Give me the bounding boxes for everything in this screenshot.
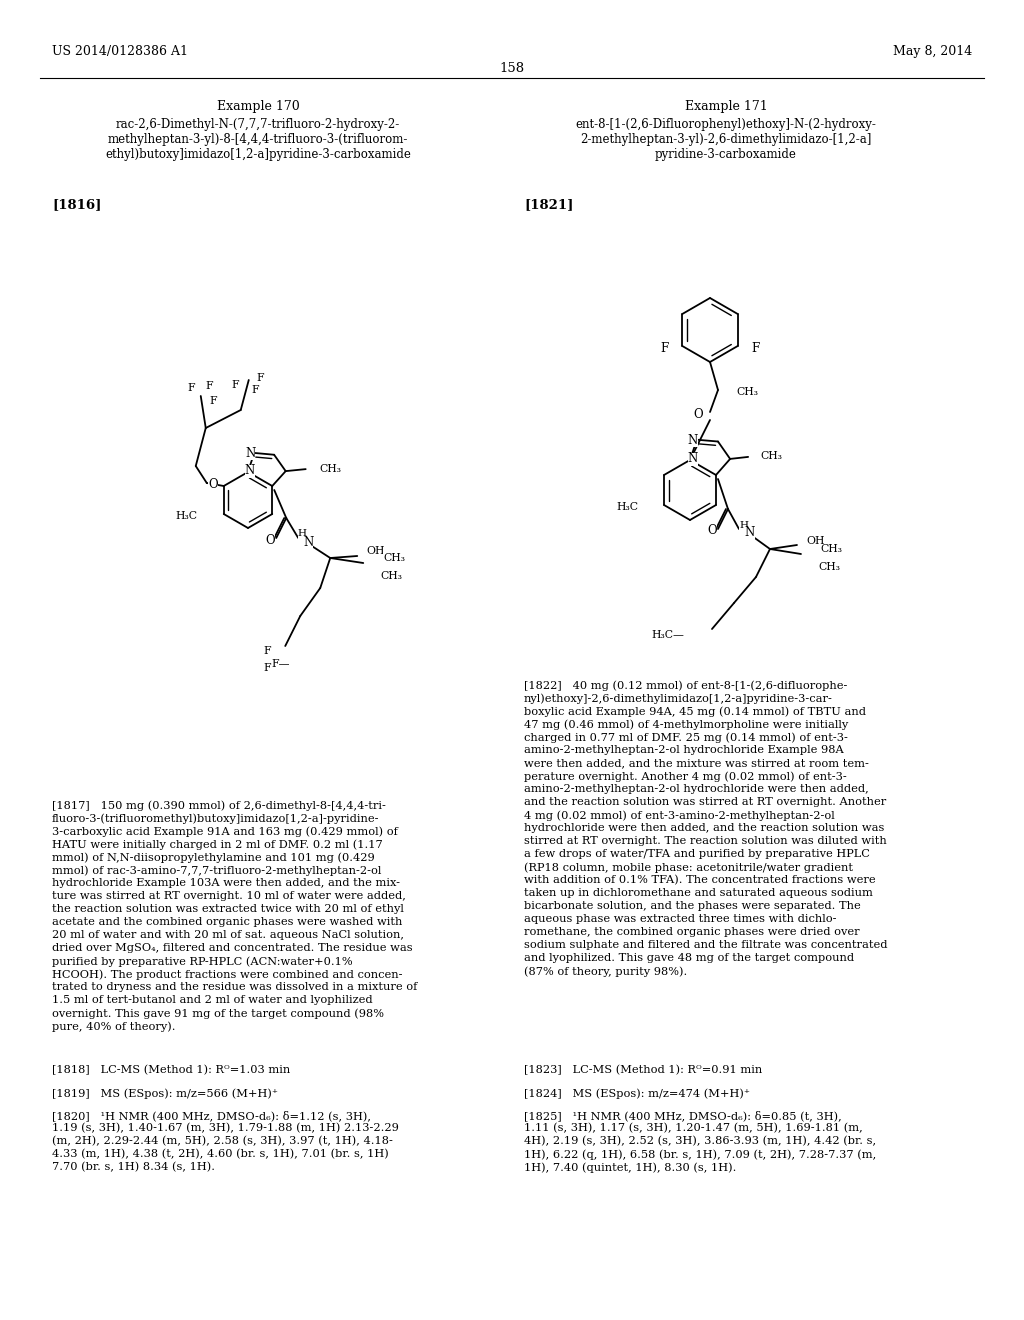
- Text: O: O: [708, 524, 717, 537]
- Text: 1H), 6.22 (q, 1H), 6.58 (br. s, 1H), 7.09 (t, 2H), 7.28-7.37 (m,: 1H), 6.22 (q, 1H), 6.58 (br. s, 1H), 7.0…: [524, 1148, 877, 1159]
- Text: (RP18 column, mobile phase: acetonitrile/water gradient: (RP18 column, mobile phase: acetonitrile…: [524, 862, 853, 873]
- Text: F: F: [252, 385, 259, 395]
- Text: fluoro-3-(trifluoromethyl)butoxy]imidazo[1,2-a]-pyridine-: fluoro-3-(trifluoromethyl)butoxy]imidazo…: [52, 813, 380, 824]
- Text: [1824]   MS (ESpos): m/z=474 (M+H)⁺: [1824] MS (ESpos): m/z=474 (M+H)⁺: [524, 1088, 750, 1098]
- Text: US 2014/0128386 A1: US 2014/0128386 A1: [52, 45, 188, 58]
- Text: 4 mg (0.02 mmol) of ent-3-amino-2-methylheptan-2-ol: 4 mg (0.02 mmol) of ent-3-amino-2-methyl…: [524, 810, 835, 821]
- Text: 3-carboxylic acid Example 91A and 163 mg (0.429 mmol) of: 3-carboxylic acid Example 91A and 163 mg…: [52, 826, 398, 837]
- Text: CH₃: CH₃: [760, 451, 782, 461]
- Text: (87% of theory, purity 98%).: (87% of theory, purity 98%).: [524, 966, 687, 977]
- Text: N: N: [245, 465, 255, 478]
- Text: overnight. This gave 91 mg of the target compound (98%: overnight. This gave 91 mg of the target…: [52, 1008, 384, 1019]
- Text: N: N: [688, 453, 698, 466]
- Text: hydrochloride Example 103A were then added, and the mix-: hydrochloride Example 103A were then add…: [52, 878, 400, 888]
- Text: 158: 158: [500, 62, 524, 75]
- Text: 1.11 (s, 3H), 1.17 (s, 3H), 1.20-1.47 (m, 5H), 1.69-1.81 (m,: 1.11 (s, 3H), 1.17 (s, 3H), 1.20-1.47 (m…: [524, 1123, 863, 1134]
- Text: CH₃: CH₃: [383, 553, 406, 564]
- Text: [1820]   ¹H NMR (400 MHz, DMSO-d₆): δ=1.12 (s, 3H),: [1820] ¹H NMR (400 MHz, DMSO-d₆): δ=1.12…: [52, 1110, 371, 1121]
- Text: F: F: [660, 342, 669, 355]
- Text: F: F: [263, 663, 271, 673]
- Text: [1819]   MS (ESpos): m/z=566 (M+H)⁺: [1819] MS (ESpos): m/z=566 (M+H)⁺: [52, 1088, 278, 1098]
- Text: aqueous phase was extracted three times with dichlo-: aqueous phase was extracted three times …: [524, 913, 837, 924]
- Text: O: O: [265, 533, 275, 546]
- Text: 20 ml of water and with 20 ml of sat. aqueous NaCl solution,: 20 ml of water and with 20 ml of sat. aq…: [52, 931, 404, 940]
- Text: were then added, and the mixture was stirred at room tem-: were then added, and the mixture was sti…: [524, 758, 869, 768]
- Text: CH₃: CH₃: [319, 465, 342, 474]
- Text: [1821]: [1821]: [524, 198, 573, 211]
- Text: [1818]   LC-MS (Method 1): Rᴼ=1.03 min: [1818] LC-MS (Method 1): Rᴼ=1.03 min: [52, 1065, 290, 1076]
- Text: 1H), 7.40 (quintet, 1H), 8.30 (s, 1H).: 1H), 7.40 (quintet, 1H), 8.30 (s, 1H).: [524, 1162, 736, 1172]
- Text: dried over MgSO₄, filtered and concentrated. The residue was: dried over MgSO₄, filtered and concentra…: [52, 942, 413, 953]
- Text: amino-2-methylheptan-2-ol hydrochloride Example 98A: amino-2-methylheptan-2-ol hydrochloride …: [524, 744, 844, 755]
- Text: CH₃: CH₃: [736, 387, 758, 397]
- Text: F: F: [752, 342, 760, 355]
- Text: F: F: [263, 645, 271, 656]
- Text: a few drops of water/TFA and purified by preparative HPLC: a few drops of water/TFA and purified by…: [524, 849, 869, 859]
- Text: OH: OH: [367, 546, 385, 556]
- Text: and the reaction solution was stirred at RT overnight. Another: and the reaction solution was stirred at…: [524, 797, 886, 807]
- Text: pure, 40% of theory).: pure, 40% of theory).: [52, 1020, 175, 1031]
- Text: F—: F—: [271, 659, 290, 669]
- Text: trated to dryness and the residue was dissolved in a mixture of: trated to dryness and the residue was di…: [52, 982, 418, 993]
- Text: nyl)ethoxy]-2,6-dimethylimidazo[1,2-a]pyridine-3-car-: nyl)ethoxy]-2,6-dimethylimidazo[1,2-a]py…: [524, 693, 833, 704]
- Text: HATU were initially charged in 2 ml of DMF. 0.2 ml (1.17: HATU were initially charged in 2 ml of D…: [52, 840, 383, 850]
- Text: 47 mg (0.46 mmol) of 4-methylmorpholine were initially: 47 mg (0.46 mmol) of 4-methylmorpholine …: [524, 719, 848, 730]
- Text: romethane, the combined organic phases were dried over: romethane, the combined organic phases w…: [524, 927, 859, 937]
- Text: Example 170: Example 170: [217, 100, 299, 114]
- Text: H₃C: H₃C: [616, 502, 638, 512]
- Text: ture was stirred at RT overnight. 10 ml of water were added,: ture was stirred at RT overnight. 10 ml …: [52, 891, 406, 902]
- Text: H: H: [298, 529, 307, 539]
- Text: 1.5 ml of tert-butanol and 2 ml of water and lyophilized: 1.5 ml of tert-butanol and 2 ml of water…: [52, 995, 373, 1005]
- Text: 1.19 (s, 3H), 1.40-1.67 (m, 3H), 1.79-1.88 (m, 1H) 2.13-2.29: 1.19 (s, 3H), 1.40-1.67 (m, 3H), 1.79-1.…: [52, 1123, 399, 1134]
- Text: taken up in dichloromethane and saturated aqueous sodium: taken up in dichloromethane and saturate…: [524, 888, 872, 898]
- Text: O: O: [208, 478, 217, 491]
- Text: F: F: [209, 396, 216, 407]
- Text: N: N: [303, 536, 313, 549]
- Text: [1822]   40 mg (0.12 mmol) of ent-8-[1-(2,6-difluorophe-: [1822] 40 mg (0.12 mmol) of ent-8-[1-(2,…: [524, 680, 848, 690]
- Text: [1825]   ¹H NMR (400 MHz, DMSO-d₆): δ=0.85 (t, 3H),: [1825] ¹H NMR (400 MHz, DMSO-d₆): δ=0.85…: [524, 1110, 842, 1121]
- Text: bicarbonate solution, and the phases were separated. The: bicarbonate solution, and the phases wer…: [524, 902, 861, 911]
- Text: hydrochloride were then added, and the reaction solution was: hydrochloride were then added, and the r…: [524, 822, 885, 833]
- Text: [1816]: [1816]: [52, 198, 101, 211]
- Text: sodium sulphate and filtered and the filtrate was concentrated: sodium sulphate and filtered and the fil…: [524, 940, 888, 950]
- Text: the reaction solution was extracted twice with 20 ml of ethyl: the reaction solution was extracted twic…: [52, 904, 403, 913]
- Text: rac-2,6-Dimethyl-N-(7,7,7-trifluoro-2-hydroxy-2-
methylheptan-3-yl)-8-[4,4,4-tri: rac-2,6-Dimethyl-N-(7,7,7-trifluoro-2-hy…: [105, 117, 411, 161]
- Text: 4.33 (m, 1H), 4.38 (t, 2H), 4.60 (br. s, 1H), 7.01 (br. s, 1H): 4.33 (m, 1H), 4.38 (t, 2H), 4.60 (br. s,…: [52, 1148, 389, 1159]
- Text: charged in 0.77 ml of DMF. 25 mg (0.14 mmol) of ent-3-: charged in 0.77 ml of DMF. 25 mg (0.14 m…: [524, 733, 848, 743]
- Text: [1817]   150 mg (0.390 mmol) of 2,6-dimethyl-8-[4,4,4-tri-: [1817] 150 mg (0.390 mmol) of 2,6-dimeth…: [52, 800, 386, 810]
- Text: CH₃: CH₃: [380, 572, 402, 581]
- Text: amino-2-methylheptan-2-ol hydrochloride were then added,: amino-2-methylheptan-2-ol hydrochloride …: [524, 784, 868, 795]
- Text: mmol) of N,N-diisopropylethylamine and 101 mg (0.429: mmol) of N,N-diisopropylethylamine and 1…: [52, 851, 375, 862]
- Text: and lyophilized. This gave 48 mg of the target compound: and lyophilized. This gave 48 mg of the …: [524, 953, 854, 964]
- Text: HCOOH). The product fractions were combined and concen-: HCOOH). The product fractions were combi…: [52, 969, 402, 979]
- Text: ent-8-[1-(2,6-Difluorophenyl)ethoxy]-N-(2-hydroxy-
2-methylheptan-3-yl)-2,6-dime: ent-8-[1-(2,6-Difluorophenyl)ethoxy]-N-(…: [575, 117, 877, 161]
- Text: perature overnight. Another 4 mg (0.02 mmol) of ent-3-: perature overnight. Another 4 mg (0.02 m…: [524, 771, 847, 781]
- Text: stirred at RT overnight. The reaction solution was diluted with: stirred at RT overnight. The reaction so…: [524, 836, 887, 846]
- Text: mmol) of rac-3-amino-7,7,7-trifluoro-2-methylheptan-2-ol: mmol) of rac-3-amino-7,7,7-trifluoro-2-m…: [52, 865, 381, 875]
- Text: CH₃: CH₃: [818, 562, 840, 572]
- Text: boxylic acid Example 94A, 45 mg (0.14 mmol) of TBTU and: boxylic acid Example 94A, 45 mg (0.14 mm…: [524, 706, 866, 717]
- Text: H: H: [739, 520, 749, 529]
- Text: F: F: [231, 380, 239, 389]
- Text: N: N: [245, 447, 255, 461]
- Text: acetate and the combined organic phases were washed with: acetate and the combined organic phases …: [52, 917, 402, 927]
- Text: 7.70 (br. s, 1H) 8.34 (s, 1H).: 7.70 (br. s, 1H) 8.34 (s, 1H).: [52, 1162, 215, 1172]
- Text: H₃C—: H₃C—: [651, 630, 684, 640]
- Text: CH₃: CH₃: [820, 544, 842, 554]
- Text: H₃C: H₃C: [176, 511, 198, 521]
- Text: Example 171: Example 171: [685, 100, 767, 114]
- Text: F: F: [205, 381, 213, 391]
- Text: F: F: [257, 374, 264, 383]
- Text: [1823]   LC-MS (Method 1): Rᴼ=0.91 min: [1823] LC-MS (Method 1): Rᴼ=0.91 min: [524, 1065, 762, 1076]
- Text: O: O: [693, 408, 702, 421]
- Text: May 8, 2014: May 8, 2014: [893, 45, 972, 58]
- Text: OH: OH: [806, 536, 824, 546]
- Text: 4H), 2.19 (s, 3H), 2.52 (s, 3H), 3.86-3.93 (m, 1H), 4.42 (br. s,: 4H), 2.19 (s, 3H), 2.52 (s, 3H), 3.86-3.…: [524, 1137, 877, 1146]
- Text: with addition of 0.1% TFA). The concentrated fractions were: with addition of 0.1% TFA). The concentr…: [524, 875, 876, 886]
- Text: F: F: [187, 383, 195, 393]
- Text: (m, 2H), 2.29-2.44 (m, 5H), 2.58 (s, 3H), 3.97 (t, 1H), 4.18-: (m, 2H), 2.29-2.44 (m, 5H), 2.58 (s, 3H)…: [52, 1137, 393, 1146]
- Text: N: N: [688, 434, 698, 447]
- Text: purified by preparative RP-HPLC (ACN:water+0.1%: purified by preparative RP-HPLC (ACN:wat…: [52, 956, 352, 966]
- Text: N: N: [744, 527, 755, 540]
